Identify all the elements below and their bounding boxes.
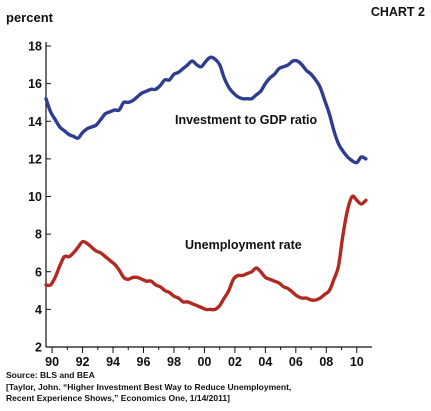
x-tick-label: 92	[76, 355, 90, 369]
source-line-3: Recent Experience Shows,” Economics One,…	[6, 393, 230, 403]
series-lines	[44, 55, 368, 312]
x-tick-label: 10	[350, 355, 364, 369]
series-annotation-unemployment: Unemployment rate	[185, 238, 302, 252]
series-line-unemployment-rate	[44, 194, 368, 312]
source-line-2: [Taylor, John. “Higher Investment Best W…	[6, 382, 292, 392]
y-tick-label: 12	[28, 152, 42, 166]
y-tick-label: 14	[28, 115, 42, 129]
y-tick-label: 2	[35, 341, 42, 355]
y-tick-label: 18	[28, 40, 42, 54]
x-tick-label: 04	[258, 355, 272, 369]
x-tick-label: 94	[106, 355, 120, 369]
y-tick-label: 6	[35, 265, 42, 279]
axes: 2 4 6 8 10 12 14 16 18 90 92 94 96 98 00 02 04 06 08 10	[28, 40, 372, 369]
x-tick-label: 06	[289, 355, 303, 369]
series-line-investment-to-gdp	[44, 55, 368, 165]
x-tick-label: 00	[197, 355, 211, 369]
x-tick-label: 02	[228, 355, 242, 369]
series-annotation-investment: Investment to GDP ratio	[175, 113, 318, 127]
y-tick-label: 4	[35, 303, 42, 317]
x-tick-label: 96	[137, 355, 151, 369]
x-tick-label: 98	[167, 355, 181, 369]
chart-title: CHART 2	[371, 5, 425, 19]
x-tick-label: 08	[319, 355, 333, 369]
y-axis-unit-label: percent	[6, 10, 54, 25]
source-line-1: Source: BLS and BEA	[6, 370, 95, 380]
y-tick-label: 16	[28, 77, 42, 91]
y-tick-label: 10	[28, 190, 42, 204]
y-tick-label: 8	[35, 228, 42, 242]
x-tick-label: 90	[45, 355, 59, 369]
